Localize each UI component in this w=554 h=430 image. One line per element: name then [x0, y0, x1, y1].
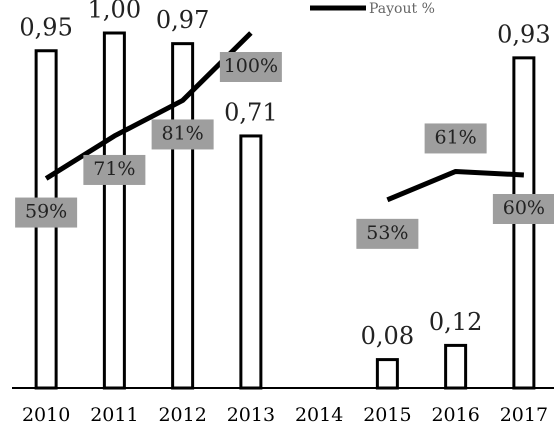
payout-value-label: 53% — [366, 222, 408, 244]
x-tick-label: 2017 — [500, 404, 548, 426]
legend-label: Payout % — [369, 1, 435, 17]
payout-label-box — [83, 154, 146, 185]
x-tick-label: 2014 — [295, 404, 343, 426]
bar — [444, 343, 468, 390]
x-tick-label: 2015 — [363, 404, 411, 426]
payout-label-box — [151, 119, 214, 150]
payout-label-box — [492, 194, 554, 224]
x-tick-label: 2011 — [90, 404, 138, 426]
bar-value-label: 0,97 — [156, 6, 209, 34]
x-tick-label: 2010 — [22, 404, 70, 426]
bar-value-label: 0,71 — [224, 98, 277, 126]
payout-value-label: 71% — [93, 158, 135, 180]
payout-value-label: 60% — [503, 197, 545, 219]
payout-label-box — [424, 123, 487, 154]
bar — [102, 31, 126, 390]
payout-value-label: 100% — [224, 55, 278, 77]
bar — [375, 358, 399, 390]
x-tick-label: 2016 — [431, 404, 479, 426]
bar-value-label: 0,08 — [361, 322, 414, 350]
bar-value-label: 0,93 — [497, 20, 550, 48]
bar — [239, 134, 263, 390]
payout-line — [44, 31, 525, 203]
payout-label-box — [15, 197, 78, 228]
bar-value-label: 0,12 — [429, 308, 482, 336]
payout-value-label: 59% — [25, 201, 67, 223]
payout-value-label: 61% — [435, 126, 477, 148]
x-tick-label: 2013 — [227, 404, 275, 426]
payout-value-label: 81% — [162, 122, 204, 144]
payout-label-box — [219, 52, 282, 82]
bar-value-label: 1,00 — [88, 0, 141, 24]
payout-label-box — [356, 218, 419, 249]
x-tick-label: 2012 — [158, 404, 206, 426]
bar-value-label: 0,95 — [19, 13, 72, 41]
